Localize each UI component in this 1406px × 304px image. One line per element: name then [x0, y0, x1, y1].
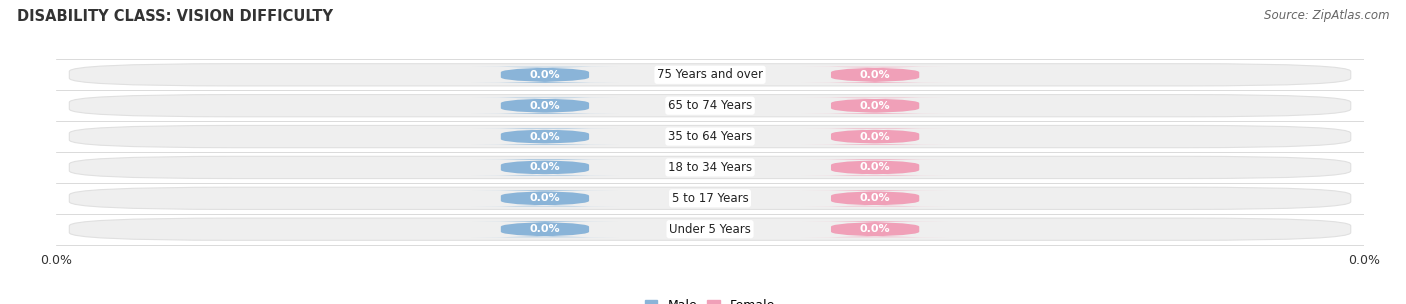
Legend: Male, Female: Male, Female	[640, 294, 780, 304]
Text: 0.0%: 0.0%	[860, 132, 890, 142]
FancyBboxPatch shape	[69, 187, 1351, 209]
Text: 0.0%: 0.0%	[860, 193, 890, 203]
FancyBboxPatch shape	[801, 98, 949, 114]
Text: 0.0%: 0.0%	[530, 101, 560, 111]
FancyBboxPatch shape	[69, 95, 1351, 117]
Text: 0.0%: 0.0%	[860, 162, 890, 172]
Text: 0.0%: 0.0%	[530, 224, 560, 234]
FancyBboxPatch shape	[801, 190, 949, 206]
FancyBboxPatch shape	[471, 159, 619, 175]
FancyBboxPatch shape	[69, 64, 1351, 86]
Text: DISABILITY CLASS: VISION DIFFICULTY: DISABILITY CLASS: VISION DIFFICULTY	[17, 9, 333, 24]
Text: 0.0%: 0.0%	[530, 193, 560, 203]
FancyBboxPatch shape	[801, 129, 949, 145]
Text: 65 to 74 Years: 65 to 74 Years	[668, 99, 752, 112]
Text: 75 Years and over: 75 Years and over	[657, 68, 763, 81]
FancyBboxPatch shape	[69, 126, 1351, 148]
FancyBboxPatch shape	[69, 218, 1351, 240]
FancyBboxPatch shape	[801, 67, 949, 83]
FancyBboxPatch shape	[801, 159, 949, 175]
FancyBboxPatch shape	[801, 221, 949, 237]
Text: 0.0%: 0.0%	[530, 70, 560, 80]
FancyBboxPatch shape	[69, 156, 1351, 178]
FancyBboxPatch shape	[471, 98, 619, 114]
FancyBboxPatch shape	[471, 67, 619, 83]
Text: 35 to 64 Years: 35 to 64 Years	[668, 130, 752, 143]
Text: 0.0%: 0.0%	[860, 101, 890, 111]
Text: 18 to 34 Years: 18 to 34 Years	[668, 161, 752, 174]
Text: 0.0%: 0.0%	[530, 162, 560, 172]
FancyBboxPatch shape	[471, 221, 619, 237]
FancyBboxPatch shape	[471, 190, 619, 206]
Text: 0.0%: 0.0%	[530, 132, 560, 142]
FancyBboxPatch shape	[471, 129, 619, 145]
Text: 0.0%: 0.0%	[860, 224, 890, 234]
Text: 5 to 17 Years: 5 to 17 Years	[672, 192, 748, 205]
Text: Under 5 Years: Under 5 Years	[669, 223, 751, 236]
Text: 0.0%: 0.0%	[860, 70, 890, 80]
Text: Source: ZipAtlas.com: Source: ZipAtlas.com	[1264, 9, 1389, 22]
